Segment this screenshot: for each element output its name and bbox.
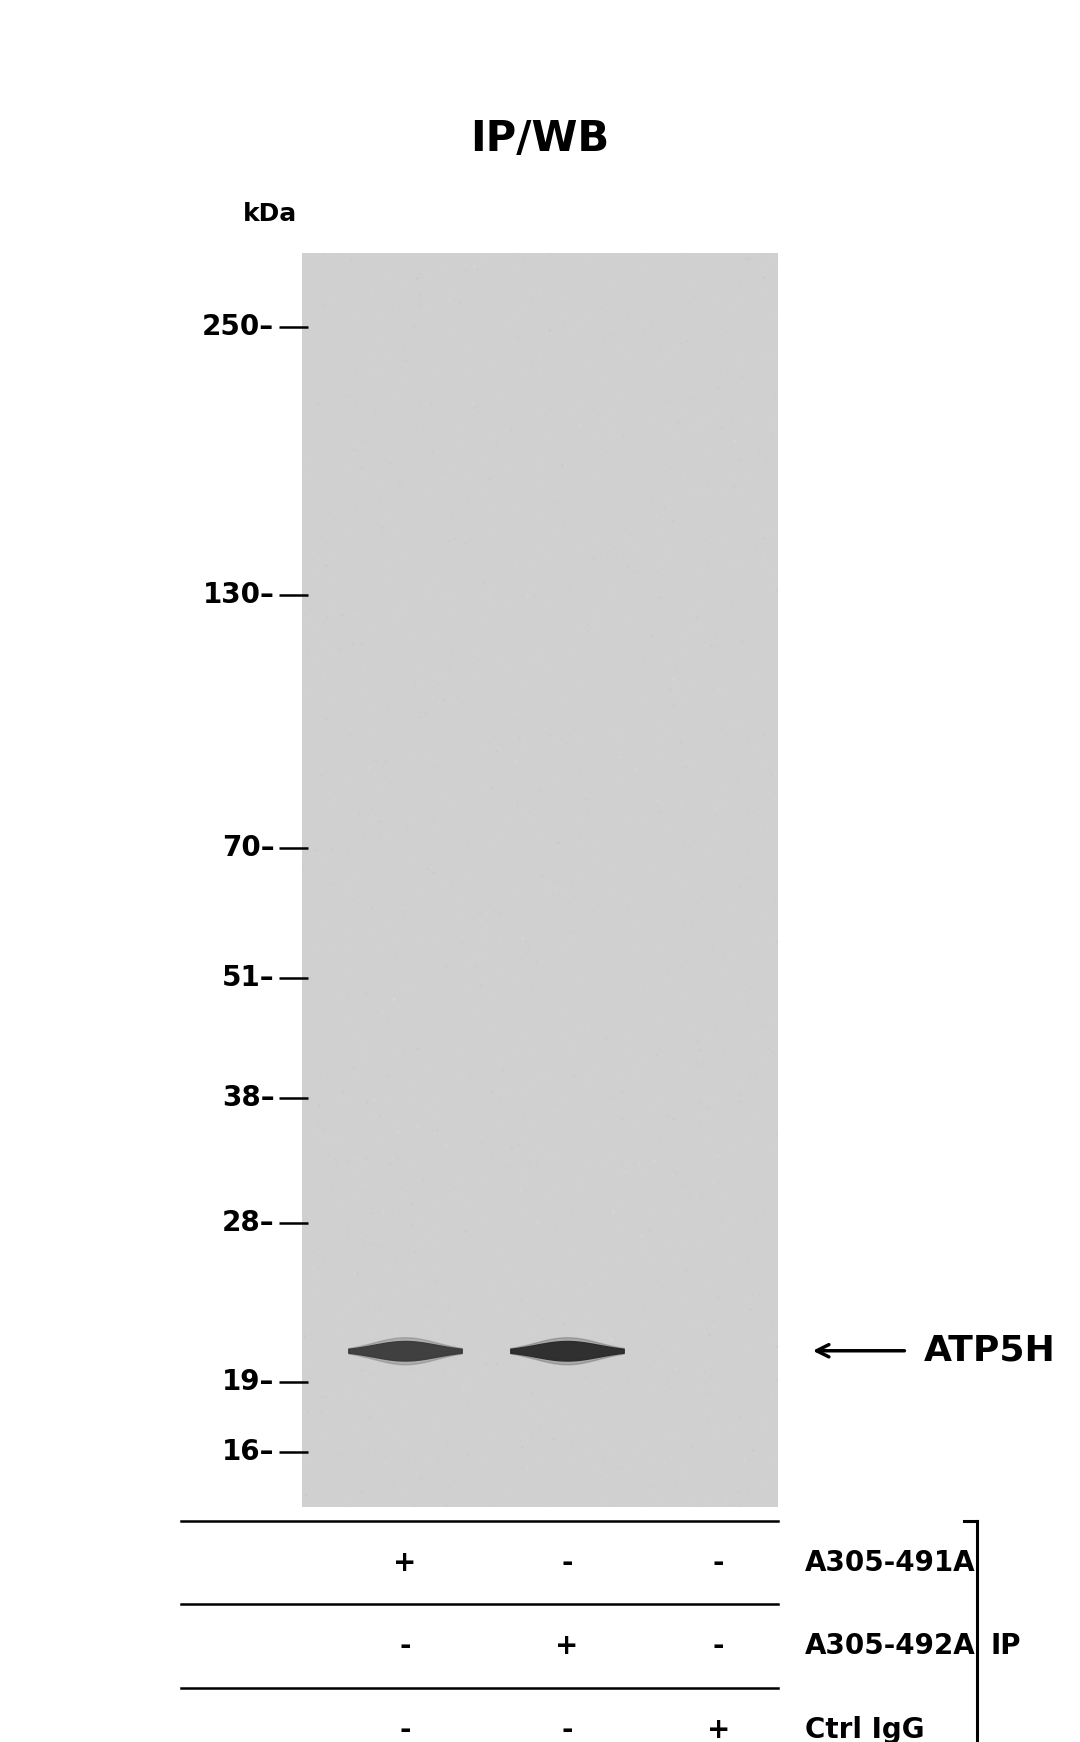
Text: Ctrl IgG: Ctrl IgG [805, 1716, 924, 1742]
Text: -: - [562, 1716, 572, 1742]
Text: 28–: 28– [221, 1209, 274, 1237]
Text: -: - [562, 1549, 572, 1577]
Text: ATP5H: ATP5H [923, 1334, 1055, 1367]
Text: IP/WB: IP/WB [471, 118, 609, 160]
Text: 51–: 51– [221, 963, 274, 991]
Text: A305-492A: A305-492A [805, 1632, 975, 1660]
Text: -: - [400, 1632, 410, 1660]
Text: -: - [400, 1716, 410, 1742]
Text: +: + [555, 1632, 579, 1660]
Text: 70–: 70– [221, 834, 274, 862]
Text: -: - [713, 1549, 724, 1577]
Text: kDa: kDa [243, 202, 297, 226]
Text: +: + [393, 1549, 417, 1577]
Text: A305-491A: A305-491A [805, 1549, 975, 1577]
Text: IP: IP [990, 1632, 1021, 1660]
Text: 130–: 130– [202, 580, 274, 608]
Text: 19–: 19– [222, 1367, 274, 1395]
Text: 38–: 38– [221, 1084, 274, 1111]
Bar [302, 253, 778, 1507]
Text: 16–: 16– [221, 1439, 274, 1467]
Text: +: + [706, 1716, 730, 1742]
Text: 250–: 250– [202, 314, 274, 341]
Text: -: - [713, 1632, 724, 1660]
